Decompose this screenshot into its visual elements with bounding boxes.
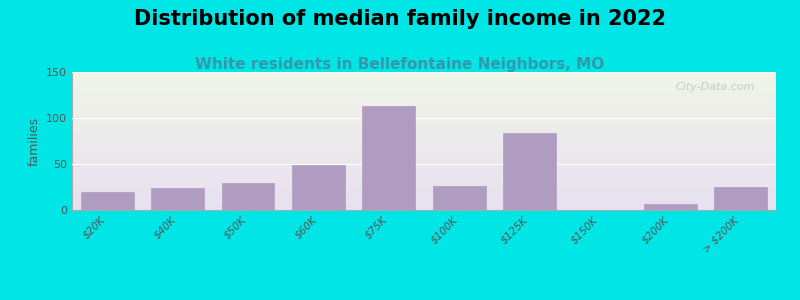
Bar <box>503 133 556 210</box>
Y-axis label: families: families <box>27 116 41 166</box>
Text: White residents in Bellefontaine Neighbors, MO: White residents in Bellefontaine Neighbo… <box>195 57 605 72</box>
Bar <box>362 106 415 210</box>
Bar <box>81 192 134 210</box>
Bar <box>644 204 697 210</box>
Bar <box>714 187 767 210</box>
Bar <box>433 186 486 210</box>
Bar <box>151 188 204 210</box>
Bar <box>292 165 345 210</box>
Bar <box>222 183 274 210</box>
Text: City-Data.com: City-Data.com <box>675 82 755 92</box>
Text: Distribution of median family income in 2022: Distribution of median family income in … <box>134 9 666 29</box>
